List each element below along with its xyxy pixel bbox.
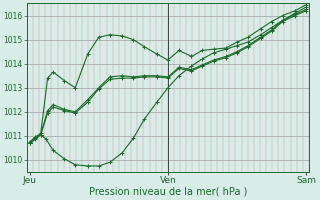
X-axis label: Pression niveau de la mer( hPa ): Pression niveau de la mer( hPa ) bbox=[89, 187, 247, 197]
